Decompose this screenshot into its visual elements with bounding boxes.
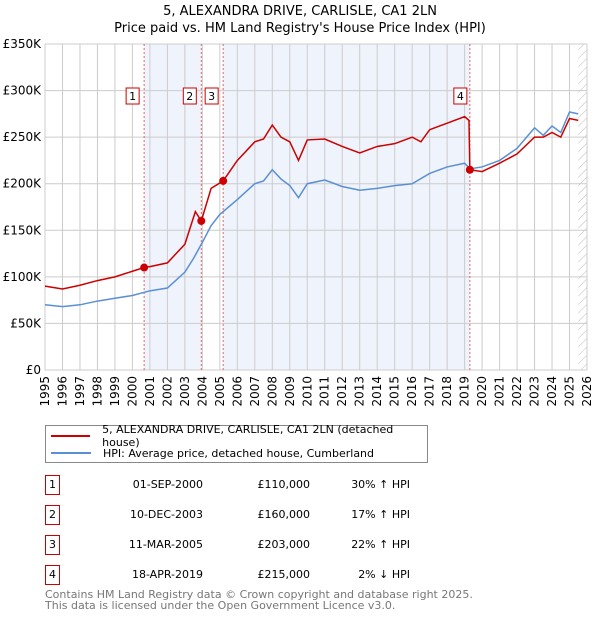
y-tick-label: £300K — [3, 84, 43, 98]
sale-hpi-diff: 30% ↑ HPI — [351, 478, 410, 491]
x-tick-label: 1997 — [73, 376, 87, 407]
sale-number: 3 — [45, 535, 60, 555]
sale-point — [140, 263, 149, 272]
sale-badge — [125, 87, 140, 105]
x-tick-label: 2010 — [300, 376, 314, 407]
sale-row: 1 01-SEP-2000 £110,000 30% ↑ HPI — [45, 475, 465, 495]
shade-3-4 — [223, 44, 470, 370]
x-tick-label: 1995 — [38, 376, 52, 407]
y-tick-label: £100K — [3, 270, 43, 284]
x-tick-label: 2011 — [318, 376, 332, 407]
x-tick-label: 2006 — [230, 376, 244, 407]
sale-number: 2 — [45, 505, 60, 525]
sale-badge — [204, 87, 219, 105]
sale-badge — [453, 87, 468, 105]
y-tick-label: £200K — [3, 177, 43, 191]
sale-point — [197, 216, 206, 225]
x-tick-label: 2021 — [493, 376, 507, 407]
sale-row: 4 18-APR-2019 £215,000 2% ↓ HPI — [45, 565, 465, 585]
sale-price: £160,000 — [257, 508, 311, 521]
x-tick-label: 2005 — [213, 376, 227, 407]
chart-subtitle: Price paid vs. HM Land Registry's House … — [114, 21, 486, 36]
x-tick-label: 2014 — [370, 376, 384, 407]
sale-date: 11-MAR-2005 — [128, 538, 203, 551]
legend-hpi: HPI: Average price, detached house, Cumb… — [46, 445, 374, 461]
x-tick-label: 2003 — [178, 376, 192, 407]
legend-property: 5, ALEXANDRA DRIVE, CARLISLE, CA1 2LN (d… — [46, 423, 427, 449]
sale-number: 4 — [45, 565, 60, 585]
legend-hpi-label: HPI: Average price, detached house, Cumb… — [103, 446, 375, 460]
x-tick-label: 1996 — [55, 376, 69, 407]
sale-point — [465, 165, 474, 174]
x-tick-label: 2004 — [195, 376, 209, 407]
footer: Contains HM Land Registry data © Crown c… — [45, 589, 473, 611]
series-line — [44, 111, 579, 308]
x-tick-label: 2025 — [563, 376, 577, 407]
x-tick-label: 2008 — [265, 376, 279, 407]
x-tick-label: 1998 — [90, 376, 104, 407]
y-tick-label: £50K — [10, 316, 42, 330]
chart-title: 5, ALEXANDRA DRIVE, CARLISLE, CA1 2LN — [163, 4, 437, 19]
x-tick-label: 2017 — [423, 376, 437, 407]
x-tick-label: 2000 — [125, 376, 139, 407]
x-tick-label: 2024 — [545, 376, 559, 407]
x-tick-label: 1999 — [108, 376, 122, 407]
sale-badge-label: 3 — [208, 90, 215, 103]
y-tick-label: £250K — [3, 130, 43, 144]
sale-date: 10-DEC-2003 — [129, 508, 203, 521]
x-tick-label: 2001 — [143, 376, 157, 407]
footer-line1: Contains HM Land Registry data © Crown c… — [45, 588, 473, 601]
legend-swatch-blue — [51, 452, 91, 454]
sale-badge — [182, 87, 197, 105]
legend-property-label: 5, ALEXANDRA DRIVE, CARLISLE, CA1 2LN (d… — [102, 423, 394, 449]
legend-swatch-red — [51, 435, 91, 437]
x-tick-label: 2015 — [388, 376, 402, 407]
x-tick-label: 2020 — [475, 376, 489, 407]
sale-price: £215,000 — [257, 568, 311, 581]
y-tick-label: £0 — [26, 363, 41, 377]
sale-row: 2 10-DEC-2003 £160,000 17% ↑ HPI — [45, 505, 465, 525]
x-tick-label: 2019 — [458, 376, 472, 407]
sale-price: £203,000 — [257, 538, 311, 551]
sale-badge-label: 4 — [457, 90, 464, 103]
x-tick-label: 2002 — [160, 376, 174, 407]
x-tick-label: 2022 — [510, 376, 524, 407]
sale-date: 18-APR-2019 — [131, 568, 203, 581]
sale-hpi-diff: 22% ↑ HPI — [351, 538, 410, 551]
y-tick-label: £350K — [3, 37, 43, 51]
legend: 5, ALEXANDRA DRIVE, CARLISLE, CA1 2LN (d… — [45, 423, 428, 463]
sale-hpi-diff: 17% ↑ HPI — [351, 508, 410, 521]
sale-number: 1 — [45, 475, 60, 495]
series-line — [44, 115, 579, 290]
sale-point — [219, 176, 228, 185]
x-tick-label: 2009 — [283, 376, 297, 407]
price-chart: 1995 1996 1997 1998 1999 2000 2001 2002 2003 2004… — [3, 37, 594, 407]
sale-hpi-diff: 2% ↓ HPI — [358, 568, 410, 581]
sale-badge-label: 1 — [129, 90, 136, 103]
x-tick-label: 2007 — [248, 376, 262, 407]
x-tick-label: 2013 — [353, 376, 367, 407]
footer-line2: This data is licensed under the Open Gov… — [45, 599, 396, 612]
x-tick-label: 2018 — [440, 376, 454, 407]
forecast-hatch — [578, 44, 587, 370]
sale-row: 3 11-MAR-2005 £203,000 22% ↑ HPI — [45, 535, 465, 555]
x-tick-label: 2026 — [580, 376, 594, 407]
sale-date: 01-SEP-2000 — [132, 478, 203, 491]
x-tick-label: 2023 — [528, 376, 542, 407]
sale-price: £110,000 — [257, 478, 311, 491]
sale-badge-label: 2 — [186, 90, 193, 103]
y-tick-label: £150K — [3, 223, 43, 237]
x-tick-label: 2012 — [335, 376, 349, 407]
x-tick-label: 2016 — [405, 376, 419, 407]
